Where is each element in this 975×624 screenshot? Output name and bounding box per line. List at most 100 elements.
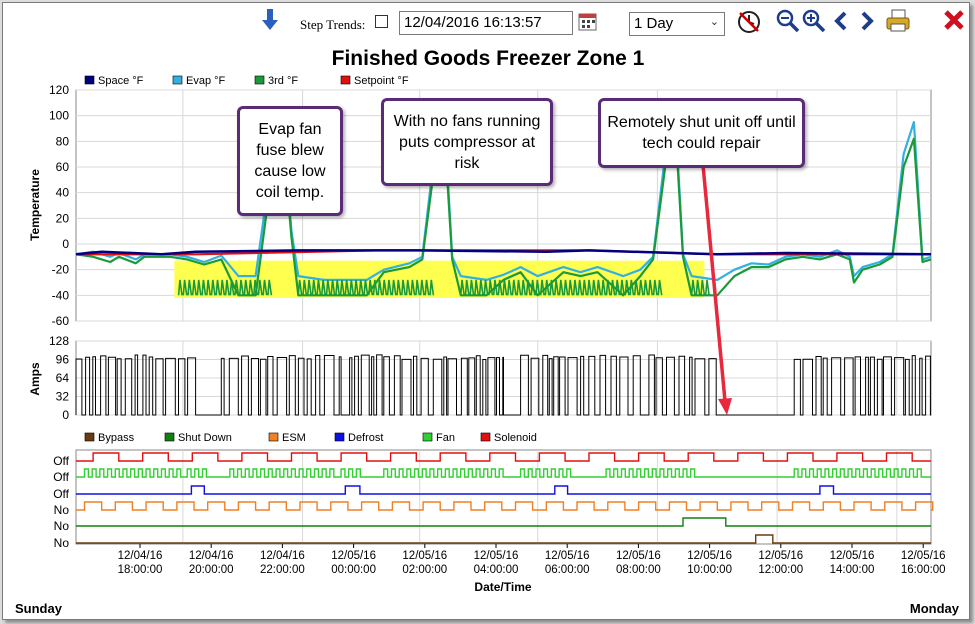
status-legend-label: ESM	[282, 432, 306, 444]
status-series-line	[76, 534, 931, 544]
temperature-tick-label: 40	[56, 186, 70, 200]
temperature-series-line	[75, 249, 932, 256]
temperature-tick-label: -20	[52, 263, 70, 277]
zoom-in-icon[interactable]	[802, 9, 826, 33]
legend-swatch	[84, 75, 95, 85]
status-plot-area	[75, 449, 932, 545]
annotation-fan-fuse: Evap fan fuse blew cause low coil temp.	[237, 106, 343, 216]
zoom-out-icon[interactable]	[776, 9, 800, 33]
temperature-legend: Space °F Evap °F 3rd °F Setpoint °F	[84, 75, 409, 87]
legend-label: Space °F	[98, 75, 144, 87]
amps-tick-label: 128	[49, 334, 69, 348]
amps-panel: 0 32 64 96 128 Amps	[28, 334, 932, 422]
status-state-label: Off	[53, 487, 69, 501]
next-icon[interactable]	[858, 10, 876, 32]
range-select[interactable]: 1 Day ⌄	[629, 12, 725, 36]
amps-series-line	[75, 354, 931, 416]
temperature-y-axis: -60 -40 -20 0 20 40 60 80 100 120	[49, 83, 69, 328]
annotation-remote-shutoff: Remotely shut unit off until tech could …	[598, 98, 805, 168]
time-tick-time: 10:00:00	[687, 564, 732, 576]
temperature-tick-label: 100	[49, 109, 69, 123]
temperature-axis-label: Temperature	[28, 169, 42, 241]
time-tick-time: 12:00:00	[758, 564, 803, 576]
temperature-tick-label: 80	[56, 134, 70, 148]
time-axis-label: Date/Time	[474, 580, 531, 594]
time-tick-date: 12/04/16	[260, 550, 305, 562]
status-legend-label: Shut Down	[178, 432, 232, 444]
status-series-line	[76, 452, 931, 462]
step-trends-label: Step Trends:	[300, 17, 366, 32]
status-series-line	[76, 517, 931, 527]
legend-swatch	[254, 75, 265, 85]
status-series-line	[76, 501, 934, 511]
temperature-cycling-line	[177, 279, 710, 296]
amps-tick-label: 64	[56, 371, 70, 385]
status-legend-swatch	[164, 432, 175, 442]
legend-label: Evap °F	[186, 75, 226, 87]
status-series-line	[76, 468, 931, 478]
status-grid	[182, 450, 898, 544]
temperature-tick-label: 0	[62, 237, 69, 251]
status-legend: Bypass Shut Down ESM Defrost Fan Solenoid	[84, 432, 537, 444]
download-arrow-icon[interactable]	[261, 7, 279, 31]
close-icon[interactable]	[943, 9, 965, 31]
time-tick-date: 12/05/16	[901, 550, 946, 562]
temperature-tick-label: 120	[49, 83, 69, 97]
range-select-value: 1 Day	[634, 15, 674, 32]
status-series	[76, 452, 934, 544]
time-axis: 12/04/16 18:00:00 12/04/16 20:00:00 12/04/16…	[118, 544, 946, 576]
calendar-icon[interactable]	[577, 11, 599, 33]
status-state-label: Off	[53, 470, 69, 484]
amps-tick-label: 0	[62, 408, 69, 422]
time-tick-time: 06:00:00	[545, 564, 590, 576]
status-panel: Bypass Shut Down ESM Defrost Fan Solenoid NoN…	[53, 432, 945, 594]
time-tick-date: 12/05/16	[830, 550, 875, 562]
status-legend-swatch	[84, 432, 95, 442]
previous-icon[interactable]	[832, 10, 850, 32]
chart-canvas: Finished Goods Freezer Zone 1 Space °F Ev…	[28, 47, 946, 594]
print-icon[interactable]	[885, 8, 911, 34]
time-tick-time: 20:00:00	[189, 564, 234, 576]
time-tick-date: 12/05/16	[687, 550, 732, 562]
temperature-tick-label: 60	[56, 160, 70, 174]
annotation-no-fans: With no fans running puts compressor at …	[381, 98, 553, 186]
status-state-label: No	[54, 536, 70, 550]
footer-day-end: Monday	[909, 601, 959, 616]
time-tick-date: 12/04/16	[118, 550, 163, 562]
amps-y-axis: 0 32 64 96 128	[49, 334, 69, 422]
legend-label: 3rd °F	[268, 75, 298, 87]
temperature-tick-label: -60	[52, 314, 70, 328]
amps-axis-label: Amps	[28, 362, 42, 396]
time-tick-date: 12/05/16	[474, 550, 519, 562]
temperature-series-line	[75, 121, 932, 281]
legend-label: Setpoint °F	[354, 75, 409, 87]
time-tick-time: 04:00:00	[474, 564, 519, 576]
time-tick-time: 16:00:00	[901, 564, 946, 576]
chevron-down-icon: ⌄	[709, 16, 719, 28]
time-tick-date: 12/05/16	[545, 550, 590, 562]
status-state-label: Off	[53, 454, 69, 468]
status-legend-label: Solenoid	[494, 432, 537, 444]
status-legend-label: Defrost	[348, 432, 383, 444]
time-tick-date: 12/04/16	[189, 550, 234, 562]
status-legend-swatch	[480, 432, 491, 442]
time-tick-date: 12/05/16	[616, 550, 661, 562]
legend-swatch	[340, 75, 351, 85]
time-tick-time: 00:00:00	[331, 564, 376, 576]
status-state-label: No	[54, 519, 70, 533]
step-trends-checkbox[interactable]	[375, 15, 388, 28]
footer-day-start: Sunday	[15, 601, 62, 616]
reset-zoom-icon[interactable]	[736, 9, 762, 35]
legend-swatch	[172, 75, 183, 85]
time-tick-date: 12/05/16	[331, 550, 376, 562]
status-state-labels: No No No Off Off Off	[53, 454, 69, 550]
time-tick-time: 18:00:00	[118, 564, 163, 576]
time-tick-date: 12/05/16	[402, 550, 447, 562]
date-time-input[interactable]: 12/04/2016 16:13:57	[399, 11, 573, 35]
status-legend-swatch	[334, 432, 345, 442]
annotation-arrow	[701, 164, 732, 415]
time-tick-time: 08:00:00	[616, 564, 661, 576]
status-series-line	[76, 485, 931, 495]
time-tick-time: 22:00:00	[260, 564, 305, 576]
temperature-series	[75, 121, 932, 297]
